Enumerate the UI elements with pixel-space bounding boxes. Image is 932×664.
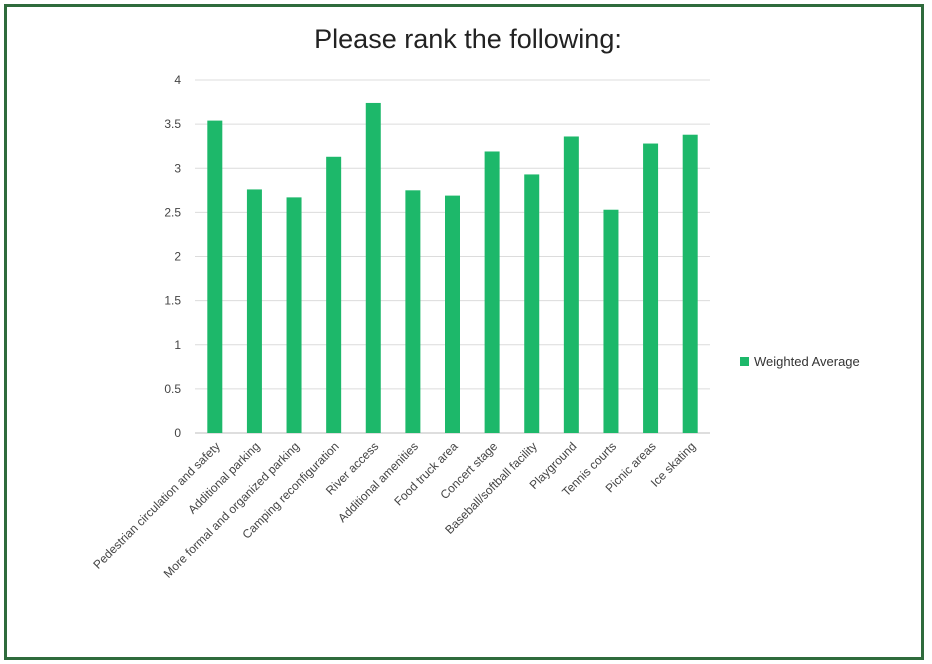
legend: Weighted Average	[740, 354, 860, 369]
y-tick-label: 1.5	[164, 294, 181, 308]
bar	[484, 151, 500, 434]
y-tick-label: 4	[174, 73, 181, 87]
bar	[326, 156, 342, 433]
bars	[207, 102, 698, 434]
y-axis-ticks: 0 0.5 1 1.5 2 2.5 3 3.5 4	[164, 73, 181, 440]
y-tick-label: 1	[174, 338, 181, 352]
bar	[682, 134, 698, 433]
bar	[246, 189, 262, 433]
y-tick-label: 3	[174, 161, 181, 175]
bar	[524, 174, 540, 434]
chart-frame	[4, 4, 924, 660]
x-tick-label: Additional parking	[185, 439, 262, 516]
x-axis-labels: Pedestrian circulation and safetyAdditio…	[90, 439, 698, 581]
legend-label: Weighted Average	[754, 354, 860, 369]
y-tick-label: 0	[174, 426, 181, 440]
y-tick-label: 2.5	[164, 205, 181, 219]
y-tick-label: 3.5	[164, 117, 181, 131]
bar	[643, 143, 659, 434]
bar	[365, 102, 381, 433]
bar	[603, 209, 619, 433]
chart-title: Please rank the following:	[314, 24, 622, 54]
bar	[563, 136, 579, 434]
legend-swatch	[740, 357, 749, 366]
bar	[286, 197, 302, 433]
bar	[207, 120, 223, 433]
y-tick-label: 2	[174, 250, 181, 264]
bar	[445, 195, 460, 433]
bar	[405, 190, 421, 433]
y-tick-label: 0.5	[164, 382, 181, 396]
